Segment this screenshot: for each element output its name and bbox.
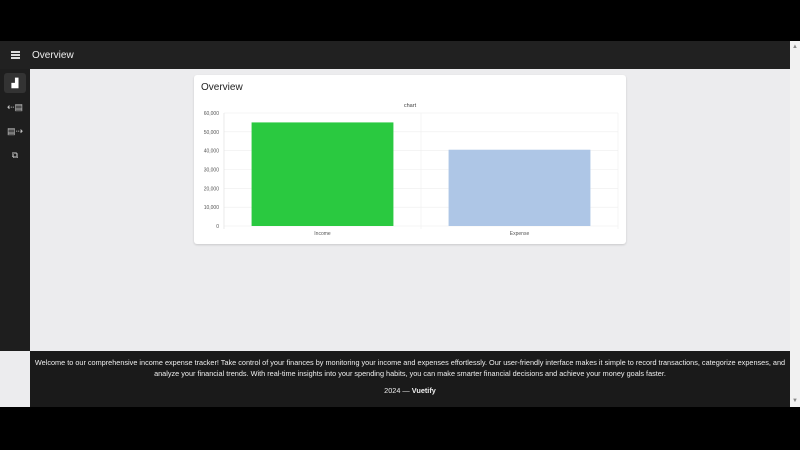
expense-icon: ▤⇢ [6,125,24,136]
footer-text: Welcome to our comprehensive income expe… [34,358,786,378]
page-title: Overview [32,49,74,61]
overview-card: Overview chart 0 10,000 20,000 30,000 40,000… [194,75,626,244]
y-tick-label: 40,000 [204,149,220,155]
app-bar: Overview [0,41,790,69]
menu-button[interactable] [0,54,30,56]
hamburger-icon [10,54,20,56]
x-tick-label: Income [314,231,331,237]
chart-title: chart [404,103,417,109]
app: Overview ▟ ⇠▤ ▤⇢ ⧉ Overview chart 0 10,00… [0,41,790,407]
chart-bar-icon: ▟ [11,77,19,88]
y-tick-label: 60,000 [204,111,220,117]
y-tick-label: 20,000 [204,186,220,192]
transactions-icon: ⧉ [11,149,19,160]
x-tick-label: Expense [510,231,530,237]
scroll-up-icon[interactable]: ▲ [792,44,798,50]
scroll-down-icon[interactable]: ▼ [792,398,798,404]
card-title: Overview [201,82,243,93]
footer-brand: Vuetify [411,386,436,395]
income-icon: ⇠▤ [6,101,24,112]
sidebar-item-overview[interactable]: ▟ [4,73,26,93]
y-tick-label: 50,000 [204,130,220,136]
bar-income[interactable] [251,122,394,226]
y-tick-label: 10,000 [204,205,220,211]
y-tick-label: 0 [216,224,219,230]
sidebar-item-income[interactable]: ⇠▤ [4,97,26,117]
scrollbar[interactable]: ▲ ▼ [790,41,800,407]
bar-chart: chart 0 10,000 20,000 30,000 40,000 50,000 60,… [204,103,619,237]
sidebar: ▟ ⇠▤ ▤⇢ ⧉ [0,69,30,351]
footer-year: 2024 — [384,386,410,395]
sidebar-item-expense[interactable]: ▤⇢ [4,121,26,141]
bar-expense[interactable] [448,149,591,226]
sidebar-item-transactions[interactable]: ⧉ [4,145,26,165]
footer: Welcome to our comprehensive income expe… [30,351,790,407]
y-tick-label: 30,000 [204,168,220,174]
